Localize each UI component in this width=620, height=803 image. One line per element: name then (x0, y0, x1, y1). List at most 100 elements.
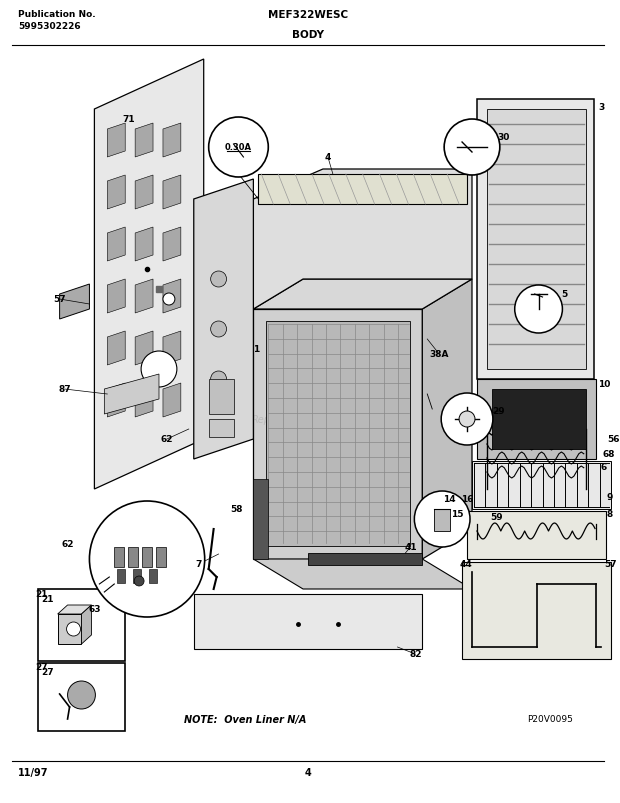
Polygon shape (422, 279, 472, 560)
Text: 58: 58 (230, 505, 243, 514)
Text: 68: 68 (603, 450, 616, 459)
Text: 62: 62 (161, 435, 173, 444)
Bar (156, 548, 166, 567)
Text: 16: 16 (461, 495, 473, 503)
Polygon shape (163, 332, 181, 365)
Text: 21: 21 (42, 594, 54, 603)
Polygon shape (163, 279, 181, 314)
Polygon shape (94, 60, 204, 489)
Text: 7: 7 (195, 560, 202, 569)
Circle shape (66, 622, 81, 636)
Text: 41: 41 (404, 543, 417, 552)
Text: 38A: 38A (430, 350, 449, 359)
Text: 15: 15 (451, 510, 463, 519)
Bar (434, 509, 450, 532)
Text: 8: 8 (607, 510, 613, 519)
Polygon shape (107, 124, 125, 158)
Polygon shape (107, 384, 125, 418)
Text: 4: 4 (304, 767, 311, 777)
Text: 9: 9 (607, 493, 613, 502)
Polygon shape (477, 100, 594, 380)
Text: MEF322WESC: MEF322WESC (268, 10, 348, 20)
Polygon shape (135, 279, 153, 314)
Text: 10: 10 (598, 380, 610, 389)
Polygon shape (487, 110, 587, 369)
Text: 5995302226: 5995302226 (18, 22, 81, 31)
Polygon shape (107, 228, 125, 262)
Polygon shape (467, 512, 606, 560)
Bar (133, 569, 141, 583)
Polygon shape (163, 384, 181, 418)
Polygon shape (60, 284, 89, 320)
Bar (209, 419, 234, 438)
Text: 56: 56 (607, 435, 619, 444)
Text: Publication No.: Publication No. (18, 10, 95, 19)
Polygon shape (104, 374, 159, 414)
Text: 57: 57 (604, 560, 616, 569)
Text: 14: 14 (443, 495, 456, 503)
Polygon shape (58, 605, 91, 614)
Text: 1: 1 (253, 345, 260, 354)
Text: 27: 27 (35, 662, 48, 671)
Text: 0.30A: 0.30A (225, 143, 252, 153)
Text: 62: 62 (61, 540, 74, 548)
Polygon shape (135, 176, 153, 210)
Bar (267, 321, 410, 546)
Polygon shape (477, 380, 596, 459)
Text: NOTE:  Oven Liner N/A: NOTE: Oven Liner N/A (184, 714, 306, 724)
Bar (114, 548, 124, 567)
Polygon shape (58, 614, 81, 644)
Polygon shape (107, 332, 125, 365)
Polygon shape (135, 384, 153, 418)
Circle shape (68, 681, 95, 709)
Bar (117, 569, 125, 583)
Bar (472, 462, 611, 509)
Text: 4: 4 (325, 153, 331, 162)
Text: 63: 63 (88, 605, 100, 613)
Text: 44: 44 (459, 560, 472, 569)
Circle shape (134, 577, 144, 586)
Text: 6: 6 (600, 463, 606, 472)
Text: 71: 71 (123, 116, 136, 124)
FancyBboxPatch shape (38, 589, 125, 661)
Polygon shape (492, 389, 587, 450)
Circle shape (211, 321, 226, 337)
Bar (254, 479, 268, 560)
Circle shape (211, 271, 226, 287)
Text: 11/97: 11/97 (18, 767, 48, 777)
Text: ReplacementParts.com: ReplacementParts.com (251, 414, 365, 425)
Circle shape (209, 118, 268, 177)
Circle shape (515, 286, 562, 333)
Text: 3: 3 (598, 104, 604, 112)
Text: 82: 82 (409, 650, 422, 658)
Polygon shape (254, 560, 472, 589)
Polygon shape (194, 594, 422, 649)
Text: 21: 21 (35, 589, 48, 599)
Polygon shape (259, 175, 467, 205)
Polygon shape (163, 228, 181, 262)
Polygon shape (135, 124, 153, 158)
Circle shape (89, 501, 205, 618)
Polygon shape (194, 180, 254, 459)
Polygon shape (254, 310, 422, 560)
Polygon shape (163, 124, 181, 158)
Circle shape (438, 516, 446, 524)
Bar (308, 553, 422, 565)
Circle shape (211, 372, 226, 388)
Circle shape (163, 294, 175, 306)
Circle shape (459, 411, 475, 427)
Polygon shape (135, 228, 153, 262)
Text: 5: 5 (561, 290, 567, 300)
Bar (149, 569, 157, 583)
Text: 30: 30 (498, 133, 510, 142)
Polygon shape (163, 176, 181, 210)
Text: 29: 29 (492, 407, 505, 416)
Circle shape (141, 352, 177, 388)
Circle shape (414, 491, 470, 548)
Polygon shape (135, 332, 153, 365)
Bar (142, 548, 152, 567)
Circle shape (441, 393, 493, 446)
Text: 87: 87 (58, 385, 71, 394)
Polygon shape (254, 169, 472, 310)
Text: 57: 57 (53, 296, 66, 304)
